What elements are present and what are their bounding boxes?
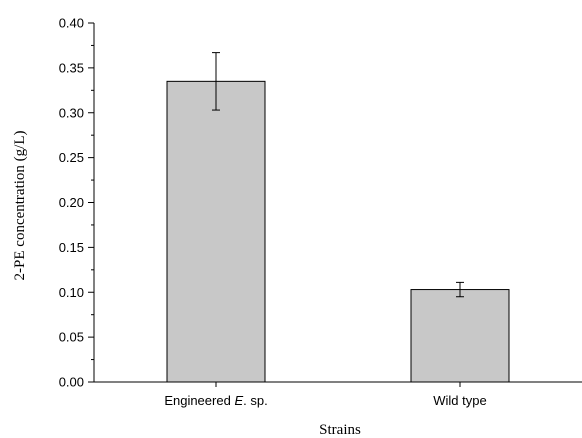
error-bar xyxy=(212,52,220,111)
y-tick-label: 0.00 xyxy=(59,375,84,390)
x-axis-ticks: Engineered E. sp. Wild type xyxy=(164,382,487,408)
y-axis-ticks: 0.00 0.05 0.10 0.15 0.20 0.25 0.30 0.35 0.40 xyxy=(59,16,94,390)
y-tick-label: 0.15 xyxy=(59,240,84,255)
x-tick-label: Engineered E. sp. xyxy=(164,393,267,408)
y-tick-label: 0.30 xyxy=(59,105,84,120)
y-tick-label: 0.40 xyxy=(59,16,84,31)
bar xyxy=(410,289,510,383)
y-tick-label: 0.20 xyxy=(59,195,84,210)
y-axis-title: 2-PE concentration (g/L) xyxy=(12,131,28,281)
x-axis-title: Strains xyxy=(319,422,361,438)
y-tick-label: 0.25 xyxy=(59,150,84,165)
y-tick-label: 0.35 xyxy=(59,60,84,75)
error-bars xyxy=(212,52,464,298)
bar xyxy=(166,80,266,383)
y-tick-label: 0.05 xyxy=(59,330,84,345)
bars xyxy=(166,80,510,383)
error-bar xyxy=(456,281,464,298)
x-tick-label: Wild type xyxy=(433,393,486,408)
y-tick-label: 0.10 xyxy=(59,285,84,300)
